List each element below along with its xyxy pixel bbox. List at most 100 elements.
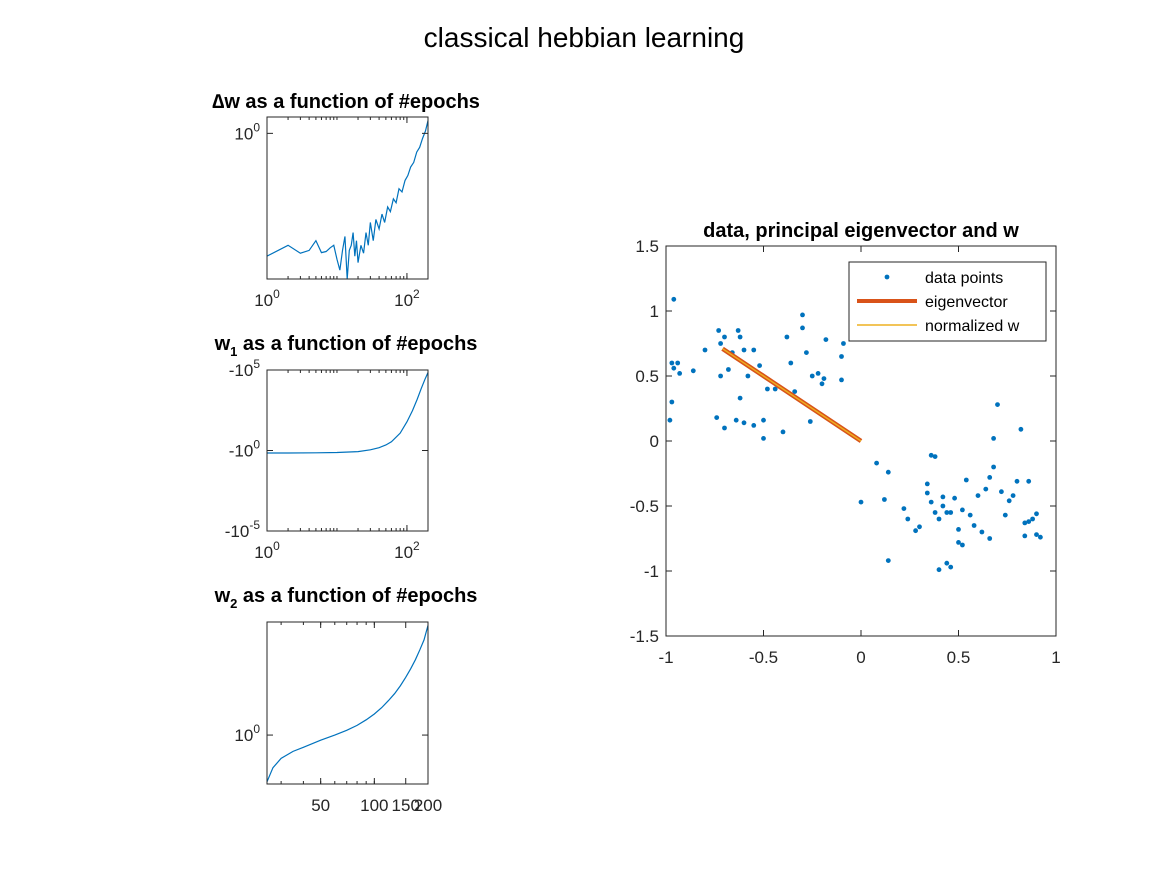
data-point (788, 360, 794, 366)
y-tick-label: 0.5 (635, 367, 659, 386)
data-point (928, 499, 934, 505)
data-point (726, 367, 731, 372)
subplot-title: w2 as a function of #epochs (214, 585, 478, 611)
x-tick-label: -1 (658, 648, 673, 667)
data-point (675, 360, 681, 366)
data-point (807, 419, 813, 424)
plot-area (667, 296, 1043, 573)
data-point (1038, 534, 1043, 540)
data-point (987, 536, 993, 541)
data-point (948, 564, 954, 570)
data-point (841, 341, 846, 346)
data-point (940, 503, 946, 509)
data-point (967, 512, 973, 518)
legend-entry: eigenvector (925, 294, 1008, 311)
data-point (733, 417, 739, 423)
data-point (948, 510, 954, 515)
y-tick-label: -100 (229, 438, 261, 461)
data-point (932, 510, 938, 515)
data-point (995, 402, 1000, 407)
x-tick-label: -0.5 (749, 648, 778, 667)
x-tick-label: 0.5 (947, 648, 971, 667)
data-point (956, 540, 961, 545)
data-point (971, 523, 977, 528)
legend-marker-data (884, 274, 890, 280)
data-point (765, 386, 770, 392)
subplot-title: w1 as a function of #epochs (214, 333, 478, 359)
legend-entry: normalized w (925, 318, 1020, 335)
x-tick-label: 150 (392, 796, 420, 815)
data-point (1014, 478, 1020, 484)
data-point (960, 542, 965, 548)
data-point (1018, 426, 1024, 432)
x-tick-label: 1 (1051, 648, 1060, 667)
data-point (761, 417, 766, 423)
data-point (924, 490, 930, 496)
data-point (885, 558, 891, 563)
data-point (761, 436, 766, 441)
data-point (944, 510, 950, 515)
data-point (741, 420, 747, 426)
data-point (975, 493, 981, 498)
x-tick-label: 102 (394, 539, 420, 562)
data-point (991, 436, 996, 441)
y-tick-label: -10-5 (225, 518, 261, 541)
normalized-w-line (722, 348, 862, 442)
data-point (1022, 533, 1028, 539)
data-point (1010, 493, 1016, 498)
x-tick-label: 102 (394, 287, 420, 310)
data-point (819, 381, 825, 387)
plot-area (267, 372, 428, 454)
data-point (1006, 498, 1012, 504)
data-point (751, 347, 757, 353)
y-tick-label: -105 (229, 357, 261, 380)
data-point (1026, 478, 1032, 484)
data-point (669, 360, 675, 366)
legend: data points eigenvector normalized w (848, 261, 1047, 342)
data-point (983, 486, 989, 492)
data-point (1034, 511, 1039, 517)
data-point (716, 328, 722, 333)
data-point (932, 454, 938, 459)
data-point (839, 354, 844, 359)
data-point (905, 516, 911, 522)
data-point (960, 507, 965, 513)
y-tick-label: 1.5 (635, 237, 659, 256)
data-point (991, 464, 996, 470)
data-point (952, 495, 957, 501)
subplot-w1: w1 as a function of #epochs 100 102 -10-5 -1… (214, 333, 478, 562)
data-point (874, 460, 879, 466)
x-tick-label: 0 (856, 648, 865, 667)
subplot-scatter: data, principal eigenvector and w -1 -0.5 0… (630, 220, 1061, 667)
data-point (751, 423, 757, 428)
data-point (823, 337, 829, 342)
data-point (1034, 532, 1039, 537)
data-point (901, 506, 907, 511)
y-tick-label: 0 (650, 432, 659, 451)
data-point (792, 389, 798, 394)
data-point (800, 312, 805, 318)
series-line (267, 625, 428, 782)
data-point (671, 365, 677, 371)
data-point (784, 334, 790, 340)
data-point (1002, 512, 1008, 518)
data-point (940, 494, 946, 500)
data-point (702, 347, 708, 353)
x-tick-label: 100 (254, 287, 280, 310)
y-tick-label: -0.5 (630, 497, 659, 516)
y-tick-label: -1 (644, 562, 659, 581)
data-point (987, 475, 993, 480)
data-point (800, 325, 805, 331)
data-point (735, 328, 741, 333)
data-point (821, 376, 827, 381)
data-point (979, 529, 985, 535)
data-point (718, 341, 723, 346)
x-tick-label: 200 (414, 796, 442, 815)
data-point (924, 481, 930, 487)
data-point (936, 567, 942, 573)
data-point (913, 528, 918, 534)
data-point (944, 560, 950, 566)
subplot-title: ∆w as a function of #epochs (212, 91, 480, 113)
data-point (737, 334, 743, 340)
